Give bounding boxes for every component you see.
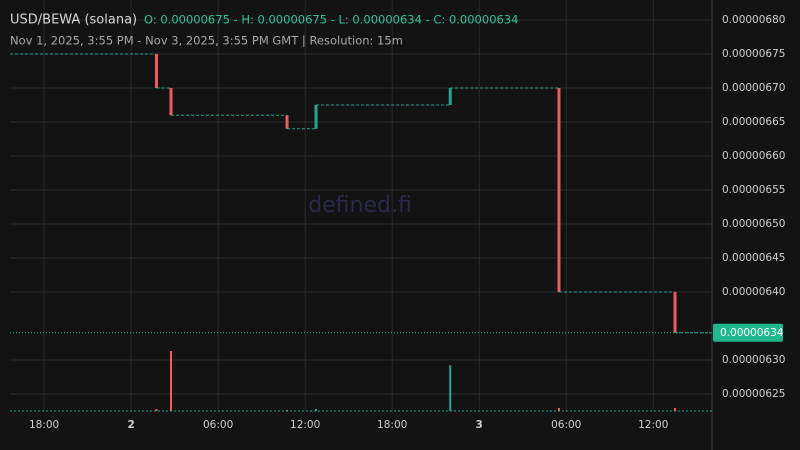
x-tick-label: 12:00 bbox=[290, 419, 320, 431]
last-price-tag bbox=[713, 323, 783, 342]
candle-body bbox=[154, 53, 158, 88]
y-tick-label: 0.00000670 bbox=[722, 82, 785, 94]
volume-bar bbox=[169, 351, 172, 411]
x-tick-label: 18:00 bbox=[29, 419, 59, 431]
last-price-label: 0.00000634 bbox=[720, 327, 784, 339]
y-tick-label: 0.00000625 bbox=[722, 388, 785, 400]
candle-body bbox=[169, 87, 173, 116]
volume-bar bbox=[286, 409, 289, 411]
watermark: defined.fi bbox=[308, 193, 412, 218]
candle-body bbox=[448, 87, 452, 105]
candle-body bbox=[557, 87, 561, 292]
volume-bar bbox=[674, 407, 677, 411]
y-tick-label: 0.00000645 bbox=[722, 252, 785, 264]
volume-bar bbox=[449, 365, 452, 411]
x-tick-label: 2 bbox=[127, 419, 134, 431]
y-tick-label: 0.00000655 bbox=[722, 184, 785, 196]
candle-body bbox=[673, 291, 677, 333]
volume-bar bbox=[557, 407, 560, 411]
volume-bar bbox=[155, 408, 158, 411]
chart-subtitle: Nov 1, 2025, 3:55 PM - Nov 3, 2025, 3:55… bbox=[10, 34, 403, 48]
y-tick-label: 0.00000640 bbox=[722, 286, 785, 298]
y-tick-label: 0.00000665 bbox=[722, 116, 785, 128]
x-tick-label: 18:00 bbox=[377, 419, 407, 431]
x-tick-label: 06:00 bbox=[551, 419, 581, 431]
x-tick-label: 3 bbox=[476, 419, 483, 431]
y-tick-label: 0.00000675 bbox=[722, 48, 785, 60]
chart-title: USD/BEWA (solana) bbox=[10, 13, 137, 28]
y-tick-label: 0.00000660 bbox=[722, 150, 785, 162]
volume-bar bbox=[315, 408, 318, 411]
y-tick-label: 0.00000680 bbox=[722, 14, 785, 26]
candle-body bbox=[285, 115, 289, 129]
ohlc-readout: O: 0.00000675 - H: 0.00000675 - L: 0.000… bbox=[144, 13, 518, 27]
candle-body bbox=[314, 104, 318, 129]
x-tick-label: 12:00 bbox=[638, 419, 668, 431]
y-tick-label: 0.00000650 bbox=[722, 218, 785, 230]
y-tick-label: 0.00000630 bbox=[722, 354, 785, 366]
x-tick-label: 06:00 bbox=[203, 419, 233, 431]
